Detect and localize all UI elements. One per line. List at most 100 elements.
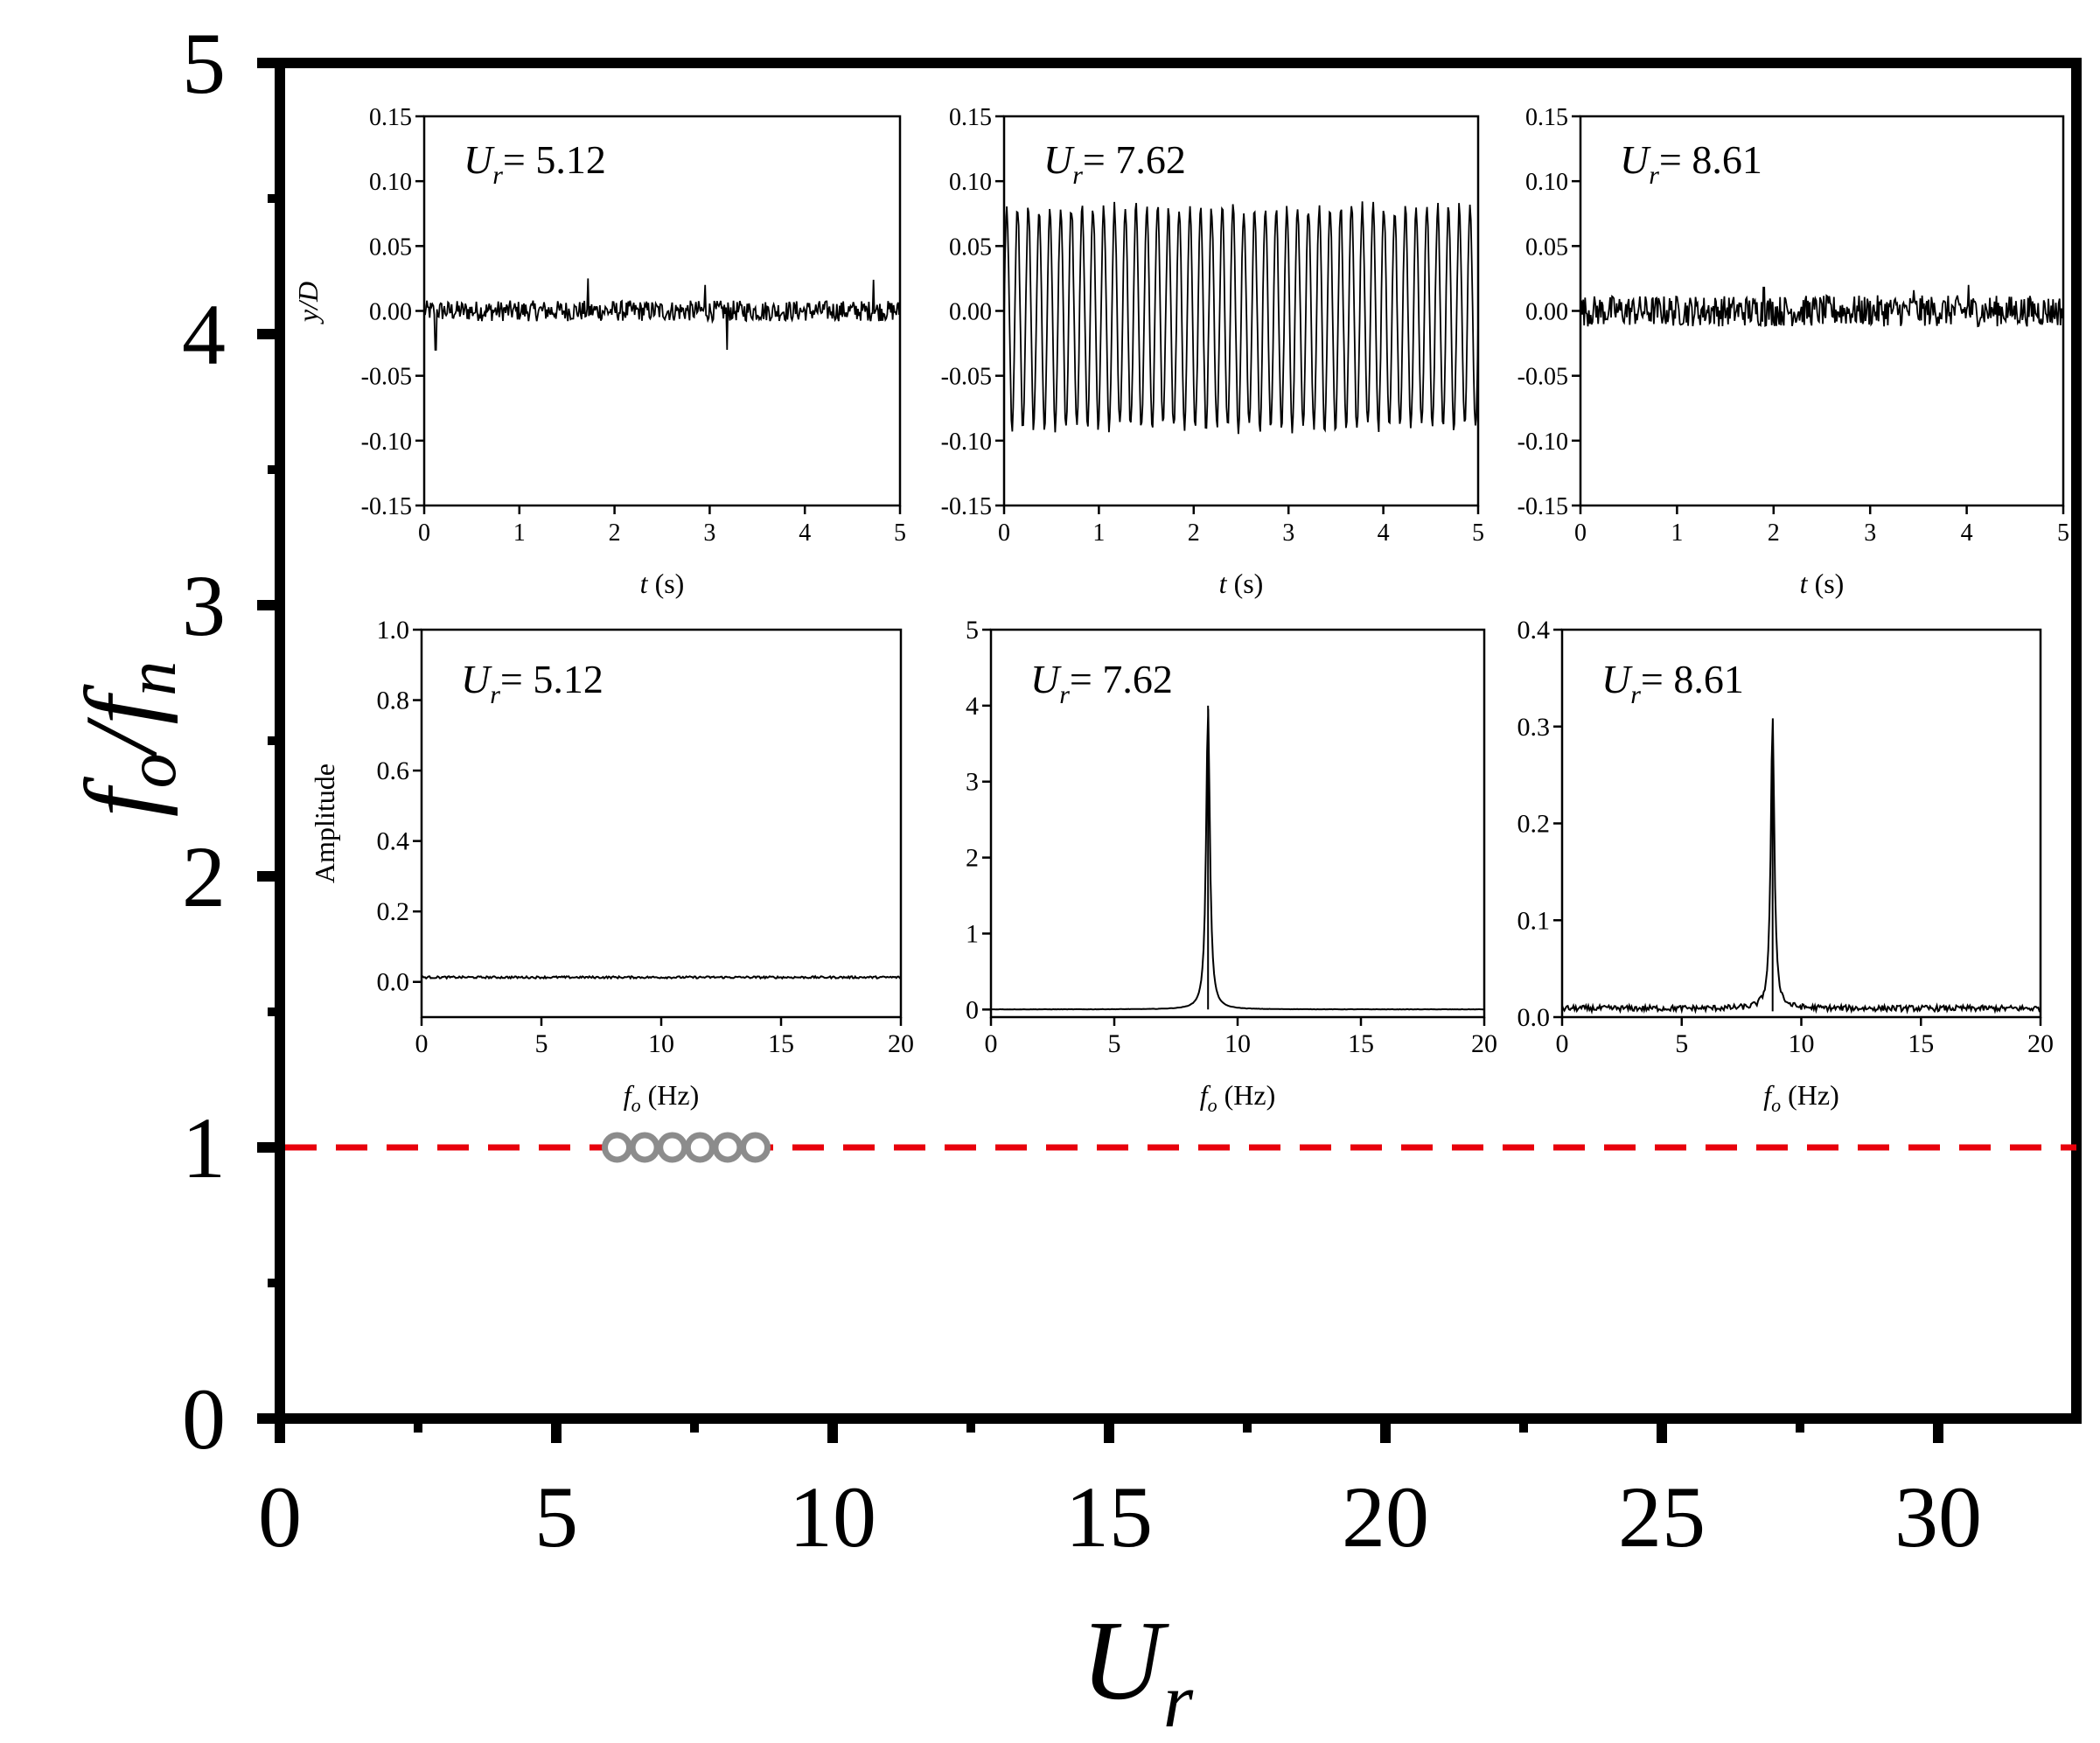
x-axis-label-sub: r [1163,1659,1194,1743]
inset-y-tick-label: 0.1 [1517,906,1551,935]
inset-x-tick-label: 0 [418,519,430,547]
inset-annotation-value: = 5.12 [503,137,606,182]
inset-x-label: t (s) [1800,568,1845,599]
inset-y-tick-label: 0.0 [1517,1003,1551,1032]
inset-annotation-value: = 5.12 [500,657,603,701]
inset-x-tick-label: 2 [1768,519,1780,547]
inset-y-tick-label: 0.2 [1517,810,1551,839]
inset-y-tick-label: 0.0 [377,968,410,997]
inset-y-tick-label: 0.15 [949,104,992,131]
inset-timeseries-ur-7-62: 0 1 2 3 4 5 0.15 0.10 0.05 0.00 -0.05 -0.10 -0.15 t (… [941,104,1484,599]
data-point [657,1132,688,1163]
inset-x-label-unit: (Hz) [641,1079,700,1111]
inset-annotation: Ur= 7.62 [1043,137,1186,190]
inset-timeseries-ur-8-61: 0 1 2 3 4 5 0.15 0.10 0.05 0.00 -0.05 -0.10 -0.15 t (… [1517,104,2069,599]
inset-x-tick-label: 10 [1224,1029,1251,1058]
inset-timeseries-ur-5-12: 0 1 2 3 4 5 0.15 0.10 0.05 0.00 -0.05 -0.10 -0.15 t (… [292,104,906,599]
inset-x-label: fo (Hz) [1200,1079,1276,1116]
inset-y-tick-label: 0.00 [1525,299,1568,326]
inset-x-tick-label: 0 [1574,519,1587,547]
data-point [684,1132,715,1163]
inset-y-tick-label: 1.0 [377,616,410,645]
inset-annotation-sub: r [1072,161,1083,190]
inset-annotation-u: U [1030,657,1062,701]
inset-y-tick-label: 5 [966,616,979,645]
inset-annotation-sub: r [1059,680,1070,709]
inset-x-tick-label: 15 [1348,1029,1374,1058]
inset-x-tick-label: 0 [415,1029,429,1058]
inset-x-label-main: t [1800,568,1809,599]
inset-x-tick-label: 3 [703,519,715,547]
inset-annotation-sub: r [1649,161,1659,190]
x-axis-label: Ur [1081,1598,1194,1743]
x-tick-label: 20 [1342,1468,1429,1565]
inset-x-label-unit: (s) [1808,568,1845,599]
inset-y-tick-label: -0.15 [1517,493,1568,520]
inset-annotation: Ur= 8.61 [1601,657,1744,709]
inset-y-tick-label: 0.15 [1525,104,1568,131]
inset-x-tick-label: 1 [1671,519,1683,547]
inset-y-tick-label: 0 [966,995,979,1024]
inset-x-label-unit: (Hz) [1217,1079,1276,1111]
inset-y-tick-label: 0.10 [369,169,412,196]
inset-x-tick-label: 20 [1471,1029,1497,1058]
inset-x-tick-label: 0 [985,1029,998,1058]
inset-spectrum-ur-8-61: 0 5 10 15 20 0.4 0.3 0.2 0.1 0.0 fo (Hz) Ur= 8.61 [1517,616,2055,1116]
inset-y-tick-label: -0.05 [1517,364,1568,391]
inset-x-tick-label: 15 [1908,1029,1934,1058]
inset-x-tick-label: 3 [1282,519,1294,547]
main-ticks [257,58,1943,1443]
x-tick-label: 30 [1894,1468,1982,1565]
inset-y-tick-label: 0.15 [369,104,412,131]
inset-x-tick-label: 3 [1864,519,1876,547]
inset-y-tick-label: 2 [966,844,979,873]
inset-x-tick-label: 1 [513,519,526,547]
x-tick-label: 5 [534,1468,578,1565]
inset-x-label-main: t [1219,568,1228,599]
inset-x-label-unit: (s) [648,568,685,599]
inset-trace [422,974,901,980]
inset-annotation: Ur= 5.12 [464,137,606,190]
y-axis-label-sub1: o [114,753,191,788]
x-tick-label: 25 [1618,1468,1706,1565]
inset-y-tick-label: 0.2 [377,897,410,926]
inset-x-label-main: t [640,568,649,599]
y-axis-label: fo/fn [64,661,191,817]
inset-y-tick-label: 0.3 [1517,713,1551,742]
inset-y-tick-label: 0.00 [369,299,412,326]
inset-spectrum-ur-5-12: 0 5 10 15 20 1.0 0.8 0.6 0.4 0.2 0.0 fo (Hz) Amplitu… [309,616,914,1116]
x-tick-label: 0 [258,1468,302,1565]
data-point [602,1132,633,1163]
inset-trace [424,278,900,351]
inset-y-tick-label: -0.10 [941,429,992,456]
inset-y-tick-label: -0.15 [361,493,412,520]
inset-y-label: y/D [292,282,324,324]
inset-x-tick-label: 20 [888,1029,914,1058]
inset-annotation-u: U [1043,137,1075,182]
inset-x-tick-label: 20 [2027,1029,2054,1058]
inset-y-tick-label: -0.15 [941,493,992,520]
inset-y-tick-label: 0.4 [1517,616,1551,645]
inset-x-label-unit: (Hz) [1781,1079,1839,1111]
inset-x-label: fo (Hz) [624,1079,700,1116]
y-tick-label: 3 [182,557,226,654]
inset-y-tick-label: 0.00 [949,299,992,326]
inset-x-label-sub: o [1208,1094,1217,1116]
inset-x-tick-label: 5 [894,519,906,547]
inset-x-tick-label: 10 [1789,1029,1815,1058]
inset-annotation: Ur= 5.12 [461,657,603,709]
inset-annotation-u: U [1620,137,1651,182]
inset-x-tick-label: 5 [1472,519,1484,547]
inset-annotation-value: = 7.62 [1083,137,1186,182]
inset-annotation-value: = 8.61 [1659,137,1762,182]
inset-annotation-sub: r [490,680,500,709]
inset-x-tick-label: 5 [1108,1029,1121,1058]
inset-x-tick-label: 2 [1188,519,1200,547]
inset-x-tick-label: 5 [1675,1029,1688,1058]
inset-y-tick-label: -0.10 [361,429,412,456]
inset-x-label: t (s) [1219,568,1264,599]
